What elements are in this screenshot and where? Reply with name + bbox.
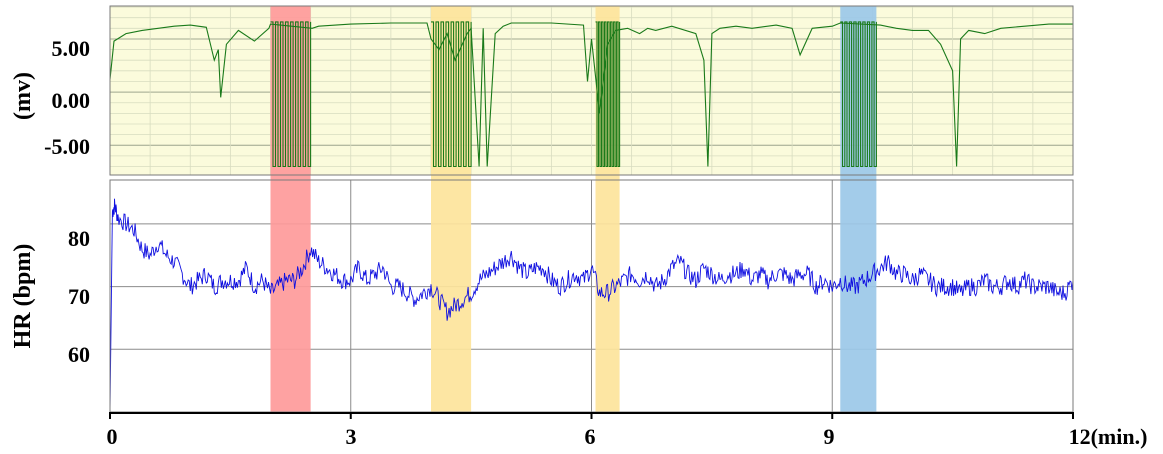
top-series-oscillation	[431, 21, 472, 168]
xtick-label: 12(min.)	[1069, 424, 1148, 449]
bottom-y-axis-label: HR (bpm)	[10, 244, 36, 349]
top-series-line	[109, 22, 1073, 167]
xtick-label: 6	[585, 424, 596, 449]
top-ytick-label: -5.00	[44, 134, 90, 159]
top-ytick-label: 0.00	[52, 88, 91, 113]
top-panel-frame	[109, 5, 1074, 176]
top-series-oscillation	[840, 21, 877, 168]
xtick-label: 0	[107, 424, 118, 449]
top-panel-series	[109, 21, 1073, 168]
bottom-ytick-label: 60	[68, 342, 90, 367]
top-y-axis-label: (mv)	[10, 72, 36, 120]
bottom-panel-series	[109, 198, 1074, 413]
xtick-label: 9	[824, 424, 835, 449]
panel-frames	[109, 5, 1074, 419]
top-series-oscillation	[270, 21, 312, 168]
top-series-oscillation	[595, 21, 621, 168]
bottom-series-line	[109, 198, 1074, 413]
top-ytick-label: 5.00	[52, 36, 91, 61]
xtick-label: 3	[346, 424, 357, 449]
bottom-panel-grid	[109, 180, 1074, 412]
bottom-ytick-label: 70	[68, 284, 90, 309]
bottom-ytick-label: 80	[68, 226, 90, 251]
